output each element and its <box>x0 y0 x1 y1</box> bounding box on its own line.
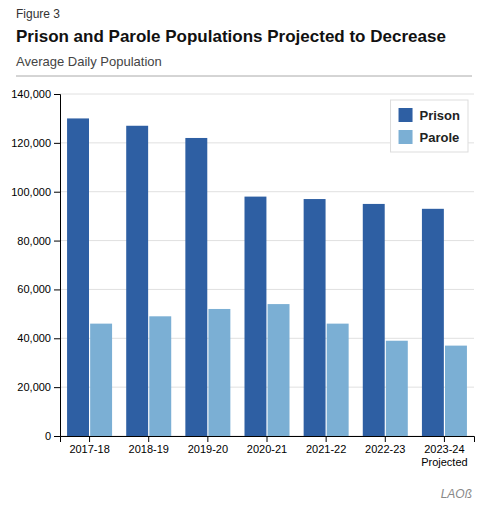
x-tick-label: 2022-23 <box>365 443 405 455</box>
bar <box>244 197 266 436</box>
bar-series <box>90 304 467 436</box>
y-tick-mark <box>54 94 60 95</box>
x-tick-label-line: Projected <box>421 456 467 468</box>
y-tick-mark <box>54 289 60 290</box>
bar <box>67 118 89 436</box>
x-tick-label-line: 2017-18 <box>69 443 109 455</box>
x-tick-label-line: 2022-23 <box>365 443 405 455</box>
legend-swatch <box>399 108 413 122</box>
x-axis: 2017-18 2018-19 2019-20 2020-21 2021-22 2022-… <box>61 436 475 468</box>
chart: Figure 3 Prison and Parole Populations Pr… <box>0 0 488 508</box>
x-tick: 2018-19 <box>129 436 169 455</box>
bars <box>67 118 467 436</box>
x-tick-label: 2017-18 <box>69 443 109 455</box>
x-tick-mark <box>148 436 149 442</box>
x-tick-label: 2021-22 <box>306 443 346 455</box>
x-tick-label: 2020-21 <box>247 443 287 455</box>
y-tick-label: 60,000 <box>17 283 51 295</box>
legend-label: Prison <box>420 108 461 123</box>
y-tick-label: 80,000 <box>17 235 51 247</box>
subtitle: Average Daily Population <box>16 54 162 69</box>
x-tick: 2022-23 <box>365 436 405 455</box>
legend-item: Prison <box>399 108 461 123</box>
bar <box>363 204 385 436</box>
y-tick: 60,000 <box>17 283 60 295</box>
bar <box>149 316 171 436</box>
x-tick-mark <box>444 436 445 442</box>
x-tick-label: 2023-24Projected <box>421 443 467 468</box>
y-tick: 140,000 <box>11 88 60 100</box>
x-tick-mark <box>267 436 268 442</box>
title-line: Prison and Parole Populations Projected … <box>16 27 446 46</box>
x-tick: 2020-21 <box>247 436 287 455</box>
title: Prison and Parole Populations Projected … <box>16 27 446 46</box>
x-axis-line <box>61 437 475 443</box>
bar-series <box>67 118 444 436</box>
y-tick-label: 40,000 <box>17 332 51 344</box>
bar <box>268 304 290 436</box>
y-tick: 80,000 <box>17 235 60 247</box>
x-tick-label: 2019-20 <box>188 443 228 455</box>
y-tick-label: 100,000 <box>11 186 51 198</box>
x-tick-mark <box>89 436 90 442</box>
x-tick-mark <box>326 436 327 442</box>
grid-line <box>60 338 474 339</box>
y-tick-mark <box>54 436 60 437</box>
y-tick: 0 <box>45 430 60 442</box>
x-tick: 2017-18 <box>69 436 109 455</box>
legend: Prison Parole <box>391 100 468 152</box>
y-tick-label: 20,000 <box>17 381 51 393</box>
y-axis: 0 20,000 40,000 60,000 80,000 100,000 120,000 1… <box>11 88 60 442</box>
grid-line <box>60 240 474 241</box>
bar <box>126 126 148 436</box>
x-tick-mark <box>385 436 386 442</box>
x-tick-label: 2018-19 <box>129 443 169 455</box>
x-tick-label-line: 2018-19 <box>129 443 169 455</box>
bar <box>90 324 112 436</box>
y-tick-mark <box>54 143 60 144</box>
x-tick-label-line: 2020-21 <box>247 443 287 455</box>
grid <box>60 94 474 436</box>
bar <box>185 138 207 436</box>
y-tick: 120,000 <box>11 137 60 149</box>
bar <box>386 341 408 436</box>
legend-label: Parole <box>420 130 460 145</box>
bar <box>208 309 230 436</box>
x-tick-label-line: 2019-20 <box>188 443 228 455</box>
x-tick: 2021-22 <box>306 436 346 455</box>
y-tick-mark <box>54 192 60 193</box>
x-tick-label-line: 2021-22 <box>306 443 346 455</box>
y-tick-mark <box>54 241 60 242</box>
y-axis-line <box>54 95 61 437</box>
y-tick-mark <box>54 387 60 388</box>
y-tick: 40,000 <box>17 332 60 344</box>
y-tick: 20,000 <box>17 381 60 393</box>
y-tick-label: 140,000 <box>11 88 51 100</box>
bar <box>422 209 444 436</box>
y-tick-mark <box>54 338 60 339</box>
y-tick: 100,000 <box>11 186 60 198</box>
grid-line <box>60 94 474 95</box>
y-tick-label: 120,000 <box>11 137 51 149</box>
grid-line <box>60 289 474 290</box>
grid-line <box>60 191 474 192</box>
x-tick: 2019-20 <box>188 436 228 455</box>
legend-background <box>391 100 468 152</box>
bar <box>445 346 467 436</box>
x-tick: 2023-24Projected <box>421 436 467 468</box>
x-tick-mark <box>207 436 208 442</box>
separator <box>16 76 472 77</box>
legend-item: Parole <box>399 130 460 145</box>
bar <box>304 199 326 436</box>
legend-swatch <box>399 130 413 144</box>
bar <box>327 324 349 436</box>
plot: 0 20,000 40,000 60,000 80,000 100,000 120,000 1… <box>11 88 474 468</box>
x-tick-label-line: 2023-24 <box>424 443 464 455</box>
grid-line <box>60 387 474 388</box>
figure-label: Figure 3 <box>16 7 60 21</box>
y-tick-label: 0 <box>45 430 51 442</box>
watermark: LAOß <box>441 487 472 501</box>
